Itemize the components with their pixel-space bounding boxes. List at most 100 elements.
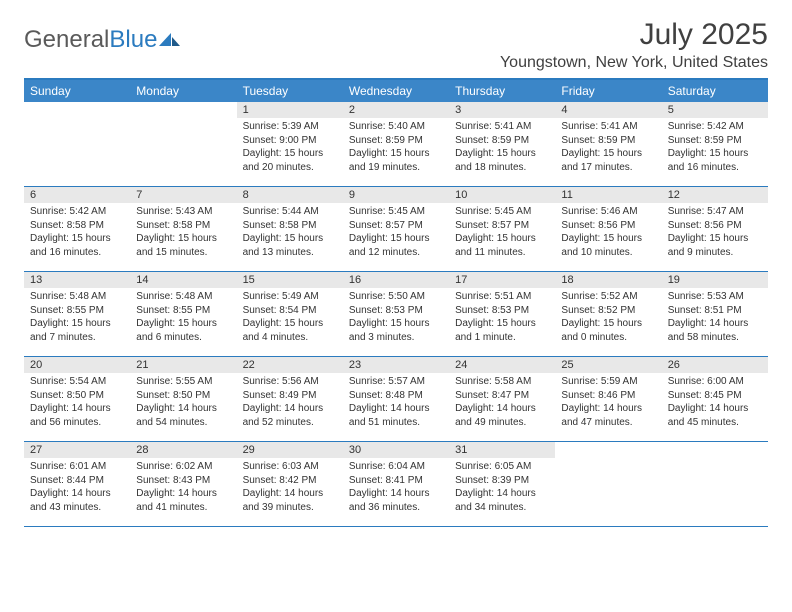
daylight-text: Daylight: 14 hours and 41 minutes. (136, 487, 230, 514)
weekday-header: Monday (130, 80, 236, 102)
day-detail: Sunrise: 5:48 AMSunset: 8:55 PMDaylight:… (130, 288, 236, 348)
daylight-text: Daylight: 14 hours and 49 minutes. (455, 402, 549, 429)
sunrise-text: Sunrise: 5:52 AM (561, 290, 655, 304)
sunset-text: Sunset: 8:48 PM (349, 389, 443, 403)
day-detail: Sunrise: 6:00 AMSunset: 8:45 PMDaylight:… (662, 373, 768, 433)
calendar-day-cell: 17Sunrise: 5:51 AMSunset: 8:53 PMDayligh… (449, 272, 555, 356)
calendar-day-cell: 18Sunrise: 5:52 AMSunset: 8:52 PMDayligh… (555, 272, 661, 356)
day-number: 8 (237, 187, 343, 203)
sunset-text: Sunset: 8:41 PM (349, 474, 443, 488)
sunset-text: Sunset: 8:59 PM (455, 134, 549, 148)
day-detail: Sunrise: 5:58 AMSunset: 8:47 PMDaylight:… (449, 373, 555, 433)
sunrise-text: Sunrise: 6:05 AM (455, 460, 549, 474)
calendar-day-cell: 3Sunrise: 5:41 AMSunset: 8:59 PMDaylight… (449, 102, 555, 186)
day-detail: Sunrise: 5:42 AMSunset: 8:58 PMDaylight:… (24, 203, 130, 263)
logo: GeneralBlue (24, 18, 181, 54)
daylight-text: Daylight: 15 hours and 6 minutes. (136, 317, 230, 344)
calendar-day-cell: 27Sunrise: 6:01 AMSunset: 8:44 PMDayligh… (24, 442, 130, 526)
sunset-text: Sunset: 8:50 PM (30, 389, 124, 403)
day-detail: Sunrise: 5:50 AMSunset: 8:53 PMDaylight:… (343, 288, 449, 348)
day-detail: Sunrise: 5:44 AMSunset: 8:58 PMDaylight:… (237, 203, 343, 263)
sunrise-text: Sunrise: 5:49 AM (243, 290, 337, 304)
daylight-text: Daylight: 14 hours and 56 minutes. (30, 402, 124, 429)
day-number: 21 (130, 357, 236, 373)
sunrise-text: Sunrise: 5:40 AM (349, 120, 443, 134)
calendar-day-cell: 10Sunrise: 5:45 AMSunset: 8:57 PMDayligh… (449, 187, 555, 271)
day-number: 4 (555, 102, 661, 118)
calendar-week-row: 13Sunrise: 5:48 AMSunset: 8:55 PMDayligh… (24, 272, 768, 357)
sunset-text: Sunset: 8:56 PM (561, 219, 655, 233)
calendar-day-cell: 13Sunrise: 5:48 AMSunset: 8:55 PMDayligh… (24, 272, 130, 356)
calendar-day-cell: 29Sunrise: 6:03 AMSunset: 8:42 PMDayligh… (237, 442, 343, 526)
sunrise-text: Sunrise: 5:48 AM (30, 290, 124, 304)
weekday-header: Tuesday (237, 80, 343, 102)
sunrise-text: Sunrise: 5:50 AM (349, 290, 443, 304)
daylight-text: Daylight: 15 hours and 17 minutes. (561, 147, 655, 174)
daylight-text: Daylight: 15 hours and 4 minutes. (243, 317, 337, 344)
day-number: 16 (343, 272, 449, 288)
sunrise-text: Sunrise: 5:45 AM (349, 205, 443, 219)
sunset-text: Sunset: 8:53 PM (455, 304, 549, 318)
sunrise-text: Sunrise: 5:47 AM (668, 205, 762, 219)
day-number: 25 (555, 357, 661, 373)
day-number (555, 442, 661, 458)
sunset-text: Sunset: 8:59 PM (561, 134, 655, 148)
calendar: Sunday Monday Tuesday Wednesday Thursday… (24, 78, 768, 527)
sunset-text: Sunset: 8:44 PM (30, 474, 124, 488)
calendar-day-cell: 14Sunrise: 5:48 AMSunset: 8:55 PMDayligh… (130, 272, 236, 356)
sunset-text: Sunset: 8:58 PM (30, 219, 124, 233)
day-number: 27 (24, 442, 130, 458)
day-detail: Sunrise: 5:47 AMSunset: 8:56 PMDaylight:… (662, 203, 768, 263)
day-number: 11 (555, 187, 661, 203)
title-block: July 2025 Youngstown, New York, United S… (500, 18, 768, 72)
calendar-day-cell: 8Sunrise: 5:44 AMSunset: 8:58 PMDaylight… (237, 187, 343, 271)
sunrise-text: Sunrise: 6:02 AM (136, 460, 230, 474)
calendar-day-cell: 20Sunrise: 5:54 AMSunset: 8:50 PMDayligh… (24, 357, 130, 441)
day-number: 19 (662, 272, 768, 288)
day-detail: Sunrise: 6:05 AMSunset: 8:39 PMDaylight:… (449, 458, 555, 518)
day-number: 3 (449, 102, 555, 118)
day-number: 17 (449, 272, 555, 288)
sunset-text: Sunset: 8:55 PM (30, 304, 124, 318)
sunset-text: Sunset: 8:53 PM (349, 304, 443, 318)
weekday-header: Sunday (24, 80, 130, 102)
day-detail: Sunrise: 5:52 AMSunset: 8:52 PMDaylight:… (555, 288, 661, 348)
sunrise-text: Sunrise: 5:53 AM (668, 290, 762, 304)
calendar-day-cell: 23Sunrise: 5:57 AMSunset: 8:48 PMDayligh… (343, 357, 449, 441)
calendar-day-cell: 25Sunrise: 5:59 AMSunset: 8:46 PMDayligh… (555, 357, 661, 441)
sunset-text: Sunset: 8:42 PM (243, 474, 337, 488)
sunset-text: Sunset: 8:58 PM (136, 219, 230, 233)
sunset-text: Sunset: 8:57 PM (349, 219, 443, 233)
daylight-text: Daylight: 14 hours and 52 minutes. (243, 402, 337, 429)
sunrise-text: Sunrise: 5:41 AM (455, 120, 549, 134)
sunrise-text: Sunrise: 6:03 AM (243, 460, 337, 474)
daylight-text: Daylight: 15 hours and 19 minutes. (349, 147, 443, 174)
day-number: 1 (237, 102, 343, 118)
day-detail: Sunrise: 5:40 AMSunset: 8:59 PMDaylight:… (343, 118, 449, 178)
sunrise-text: Sunrise: 5:43 AM (136, 205, 230, 219)
weekday-header-row: Sunday Monday Tuesday Wednesday Thursday… (24, 80, 768, 102)
day-detail: Sunrise: 5:45 AMSunset: 8:57 PMDaylight:… (343, 203, 449, 263)
sunset-text: Sunset: 8:50 PM (136, 389, 230, 403)
logo-text-blue: Blue (109, 26, 157, 54)
calendar-day-cell: 28Sunrise: 6:02 AMSunset: 8:43 PMDayligh… (130, 442, 236, 526)
day-number: 13 (24, 272, 130, 288)
day-detail: Sunrise: 5:54 AMSunset: 8:50 PMDaylight:… (24, 373, 130, 433)
daylight-text: Daylight: 15 hours and 12 minutes. (349, 232, 443, 259)
sunset-text: Sunset: 8:59 PM (349, 134, 443, 148)
calendar-day-cell: 6Sunrise: 5:42 AMSunset: 8:58 PMDaylight… (24, 187, 130, 271)
sunrise-text: Sunrise: 5:44 AM (243, 205, 337, 219)
day-detail: Sunrise: 5:48 AMSunset: 8:55 PMDaylight:… (24, 288, 130, 348)
calendar-day-cell: 2Sunrise: 5:40 AMSunset: 8:59 PMDaylight… (343, 102, 449, 186)
sunset-text: Sunset: 8:51 PM (668, 304, 762, 318)
calendar-day-cell: 21Sunrise: 5:55 AMSunset: 8:50 PMDayligh… (130, 357, 236, 441)
day-number: 15 (237, 272, 343, 288)
calendar-week-row: 20Sunrise: 5:54 AMSunset: 8:50 PMDayligh… (24, 357, 768, 442)
sunrise-text: Sunrise: 5:39 AM (243, 120, 337, 134)
sunset-text: Sunset: 8:56 PM (668, 219, 762, 233)
day-detail: Sunrise: 5:41 AMSunset: 8:59 PMDaylight:… (449, 118, 555, 178)
sunset-text: Sunset: 8:57 PM (455, 219, 549, 233)
sunrise-text: Sunrise: 5:59 AM (561, 375, 655, 389)
sunrise-text: Sunrise: 5:48 AM (136, 290, 230, 304)
sunset-text: Sunset: 8:47 PM (455, 389, 549, 403)
